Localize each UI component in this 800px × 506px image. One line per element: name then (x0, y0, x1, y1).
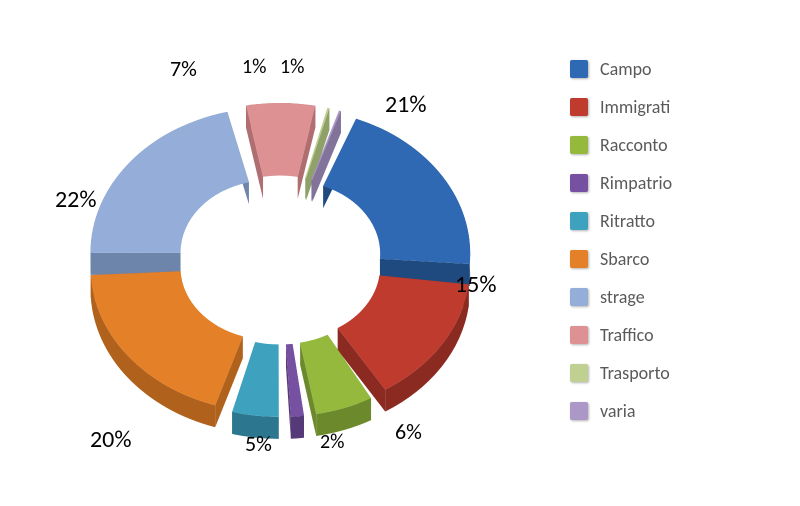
donut-chart: 21% 15% 6% 2% 5% 20% 22% 7% 1% 1% (20, 30, 540, 490)
legend-item-rimpatrio: Rimpatrio (570, 164, 770, 202)
legend-label: Racconto (600, 134, 668, 156)
legend-label: Immigrati (600, 96, 670, 118)
pct-label-sbarco: 20% (90, 425, 131, 454)
legend-item-sbarco: Sbarco (570, 240, 770, 278)
legend-label: Rimpatrio (600, 172, 672, 194)
legend-swatch (570, 250, 588, 268)
legend-item-varia: varia (570, 392, 770, 430)
pct-label-immigrati: 15% (455, 270, 496, 299)
pct-label-trasporto: 1% (242, 55, 266, 79)
legend-label: varia (600, 400, 636, 422)
slice-strage (91, 112, 249, 253)
legend-swatch (570, 98, 588, 116)
legend-item-racconto: Racconto (570, 126, 770, 164)
pct-label-rimpatrio: 2% (320, 430, 344, 454)
legend-swatch (570, 60, 588, 78)
legend-label: Traffico (600, 324, 654, 346)
pct-label-traffico: 7% (170, 55, 197, 82)
pct-label-strage: 22% (55, 185, 96, 214)
pct-label-varia: 1% (280, 55, 304, 79)
slice-campo (323, 119, 470, 264)
legend-swatch (570, 402, 588, 420)
donut-svg (20, 30, 540, 490)
legend-swatch (570, 212, 588, 230)
legend-item-traffico: Traffico (570, 316, 770, 354)
legend-swatch (570, 136, 588, 154)
legend-label: strage (600, 286, 645, 308)
legend-swatch (570, 326, 588, 344)
legend-swatch (570, 364, 588, 382)
legend: Campo Immigrati Racconto Rimpatrio Ritratto S… (570, 50, 770, 430)
legend-label: Trasporto (600, 362, 670, 384)
pct-label-ritratto: 5% (245, 430, 272, 457)
legend-item-campo: Campo (570, 50, 770, 88)
legend-swatch (570, 174, 588, 192)
slice-sbarco (91, 271, 243, 405)
legend-item-strage: strage (570, 278, 770, 316)
legend-label: Ritratto (600, 210, 655, 232)
legend-swatch (570, 288, 588, 306)
pct-label-racconto: 6% (395, 418, 422, 445)
legend-item-ritratto: Ritratto (570, 202, 770, 240)
legend-item-immigrati: Immigrati (570, 88, 770, 126)
pct-label-campo: 21% (385, 90, 426, 119)
legend-label: Sbarco (600, 248, 649, 270)
legend-label: Campo (600, 58, 652, 80)
legend-item-trasporto: Trasporto (570, 354, 770, 392)
